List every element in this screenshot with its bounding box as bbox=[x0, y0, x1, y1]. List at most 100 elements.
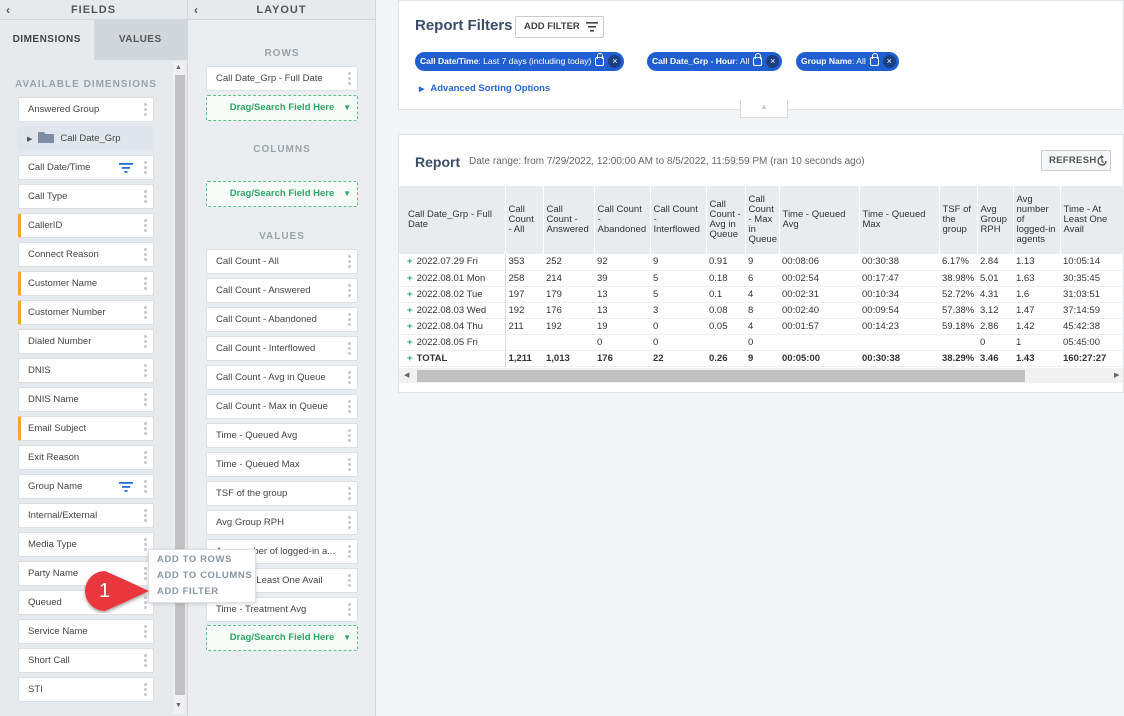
expand-plus-icon[interactable]: + bbox=[407, 352, 413, 364]
field-sti[interactable]: STI bbox=[18, 677, 154, 702]
drag-handle-icon[interactable] bbox=[144, 306, 147, 319]
drag-handle-icon[interactable] bbox=[144, 625, 147, 638]
expand-plus-icon[interactable]: + bbox=[407, 304, 413, 316]
scroll-up-icon[interactable]: ▲ bbox=[175, 64, 182, 71]
value-field-call-count-abandoned[interactable]: Call Count - Abandoned bbox=[206, 307, 358, 332]
remove-filter-icon[interactable]: × bbox=[882, 55, 896, 68]
drag-handle-icon[interactable] bbox=[348, 458, 351, 471]
field-customer-name[interactable]: Customer Name bbox=[18, 271, 154, 296]
drag-handle-icon[interactable] bbox=[144, 335, 147, 348]
drag-handle-icon[interactable] bbox=[144, 509, 147, 522]
filter-chip-call-date-grp-hour[interactable]: Call Date_Grp - Hour: All × bbox=[647, 52, 783, 71]
column-header-call-count-answered[interactable]: Call Count - Answered bbox=[543, 186, 595, 254]
field-call-type[interactable]: Call Type bbox=[18, 184, 154, 209]
fields-scrollbar-thumb[interactable] bbox=[175, 75, 185, 695]
value-field-call-count-interflowed[interactable]: Call Count - Interflowed bbox=[206, 336, 358, 361]
field-dnis[interactable]: DNIS bbox=[18, 358, 154, 383]
drag-handle-icon[interactable] bbox=[144, 248, 147, 261]
refresh-button[interactable]: REFRESH bbox=[1041, 150, 1111, 171]
remove-filter-icon[interactable]: × bbox=[608, 55, 622, 68]
value-field-call-count-avg-in-queue[interactable]: Call Count - Avg in Queue bbox=[206, 365, 358, 390]
field-call-date-time[interactable]: Call Date/Time bbox=[18, 155, 154, 180]
value-field-call-count-all[interactable]: Call Count - All bbox=[206, 249, 358, 274]
column-header-time-queued-max[interactable]: Time - Queued Max bbox=[859, 186, 940, 254]
value-field-call-count-max-in-queue[interactable]: Call Count - Max in Queue bbox=[206, 394, 358, 419]
column-header-avg-group-rph[interactable]: Avg Group RPH bbox=[977, 186, 1014, 254]
collapse-layout-icon[interactable]: ‹ bbox=[194, 3, 199, 17]
column-header-call-date-grp-full-date[interactable]: Call Date_Grp - Full Date bbox=[399, 186, 506, 254]
scroll-right-icon[interactable]: ▶ bbox=[1114, 372, 1120, 379]
field-email-subject[interactable]: Email Subject bbox=[18, 416, 154, 441]
drag-handle-icon[interactable] bbox=[144, 161, 147, 174]
drag-handle-icon[interactable] bbox=[348, 603, 351, 616]
rows-dropzone[interactable]: Drag/Search Field Here ▼ bbox=[206, 95, 358, 121]
advanced-sorting-link[interactable]: ▶ Advanced Sorting Options bbox=[419, 83, 550, 94]
column-header-time-at-least-one-avail[interactable]: Time - At Least One Avail bbox=[1060, 186, 1124, 254]
values-dropzone[interactable]: Drag/Search Field Here ▼ bbox=[206, 625, 358, 651]
field-connect-reason[interactable]: Connect Reason bbox=[18, 242, 154, 267]
drag-handle-icon[interactable] bbox=[348, 342, 351, 355]
value-field-tsf-of-the-group[interactable]: TSF of the group bbox=[206, 481, 358, 506]
drag-handle-icon[interactable] bbox=[144, 683, 147, 696]
field-exit-reason[interactable]: Exit Reason bbox=[18, 445, 154, 470]
drag-handle-icon[interactable] bbox=[348, 313, 351, 326]
column-header-call-count-all[interactable]: Call Count - All bbox=[505, 186, 544, 254]
field-media-type[interactable]: Media Type bbox=[18, 532, 154, 557]
menu-add-filter[interactable]: ADD FILTER bbox=[157, 586, 219, 597]
caret-right-icon[interactable]: ▶ bbox=[27, 136, 33, 143]
drag-handle-icon[interactable] bbox=[144, 654, 147, 667]
drag-handle-icon[interactable] bbox=[144, 364, 147, 377]
scroll-left-icon[interactable]: ◀ bbox=[404, 372, 410, 379]
dropdown-caret-icon[interactable]: ▼ bbox=[343, 633, 351, 642]
table-hscrollbar-thumb[interactable] bbox=[417, 370, 1025, 382]
lock-icon[interactable] bbox=[753, 53, 763, 66]
remove-filter-icon[interactable]: × bbox=[766, 55, 780, 68]
drag-handle-icon[interactable] bbox=[144, 393, 147, 406]
filter-icon[interactable] bbox=[119, 163, 133, 173]
column-header-call-count-avg-in-queue[interactable]: Call Count - Avg in Queue bbox=[706, 186, 746, 254]
tab-values[interactable]: VALUES bbox=[93, 20, 187, 60]
column-header-time-queued-avg[interactable]: Time - Queued Avg bbox=[779, 186, 860, 254]
column-header-avg-number-of-logged-in-agents[interactable]: Avg number of logged-in agents bbox=[1013, 186, 1061, 254]
value-field-time-queued-max[interactable]: Time - Queued Max bbox=[206, 452, 358, 477]
drag-handle-icon[interactable] bbox=[144, 103, 147, 116]
drag-handle-icon[interactable] bbox=[144, 480, 147, 493]
drag-handle-icon[interactable] bbox=[144, 219, 147, 232]
lock-icon[interactable] bbox=[595, 53, 605, 66]
drag-handle-icon[interactable] bbox=[348, 574, 351, 587]
column-header-tsf-of-the-group[interactable]: TSF of the group bbox=[939, 186, 978, 254]
drag-handle-icon[interactable] bbox=[144, 277, 147, 290]
tab-dimensions[interactable]: DIMENSIONS bbox=[0, 20, 94, 60]
field-call-date-grp[interactable]: ▶ Call Date_Grp bbox=[18, 126, 154, 151]
drag-handle-icon[interactable] bbox=[144, 190, 147, 203]
filter-chip-call-date-time[interactable]: Call Date/Time: Last 7 days (including t… bbox=[415, 52, 625, 71]
field-customer-number[interactable]: Customer Number bbox=[18, 300, 154, 325]
value-field-time-queued-avg[interactable]: Time - Queued Avg bbox=[206, 423, 358, 448]
columns-dropzone[interactable]: Drag/Search Field Here ▼ bbox=[206, 181, 358, 207]
drag-handle-icon[interactable] bbox=[348, 429, 351, 442]
field-service-name[interactable]: Service Name bbox=[18, 619, 154, 644]
field-callerid[interactable]: CallerID bbox=[18, 213, 154, 238]
field-group-name[interactable]: Group Name bbox=[18, 474, 154, 499]
menu-add-to-columns[interactable]: ADD TO COLUMNS bbox=[157, 570, 253, 581]
drag-handle-icon[interactable] bbox=[144, 596, 147, 609]
expand-plus-icon[interactable]: + bbox=[407, 336, 413, 348]
collapse-left-icon[interactable]: ‹ bbox=[6, 3, 11, 17]
drag-handle-icon[interactable] bbox=[348, 255, 351, 268]
field-answered-group[interactable]: Answered Group bbox=[18, 97, 154, 122]
drag-handle-icon[interactable] bbox=[144, 451, 147, 464]
row-field-call-date-grp[interactable]: Call Date_Grp - Full Date bbox=[206, 66, 358, 91]
expand-plus-icon[interactable]: + bbox=[407, 272, 413, 284]
drag-handle-icon[interactable] bbox=[348, 400, 351, 413]
drag-handle-icon[interactable] bbox=[144, 538, 147, 551]
field-internal-external[interactable]: Internal/External bbox=[18, 503, 154, 528]
expand-plus-icon[interactable]: + bbox=[407, 256, 413, 268]
collapse-filters-tab[interactable]: ▲ bbox=[740, 100, 788, 118]
dropdown-caret-icon[interactable]: ▼ bbox=[343, 103, 351, 112]
add-filter-button[interactable]: ADD FILTER bbox=[515, 16, 604, 38]
filter-icon[interactable] bbox=[119, 482, 133, 492]
menu-add-to-rows[interactable]: ADD TO ROWS bbox=[157, 554, 233, 565]
drag-handle-icon[interactable] bbox=[348, 516, 351, 529]
drag-handle-icon[interactable] bbox=[348, 284, 351, 297]
column-header-call-count-max-in-queue[interactable]: Call Count - Max in Queue bbox=[745, 186, 780, 254]
